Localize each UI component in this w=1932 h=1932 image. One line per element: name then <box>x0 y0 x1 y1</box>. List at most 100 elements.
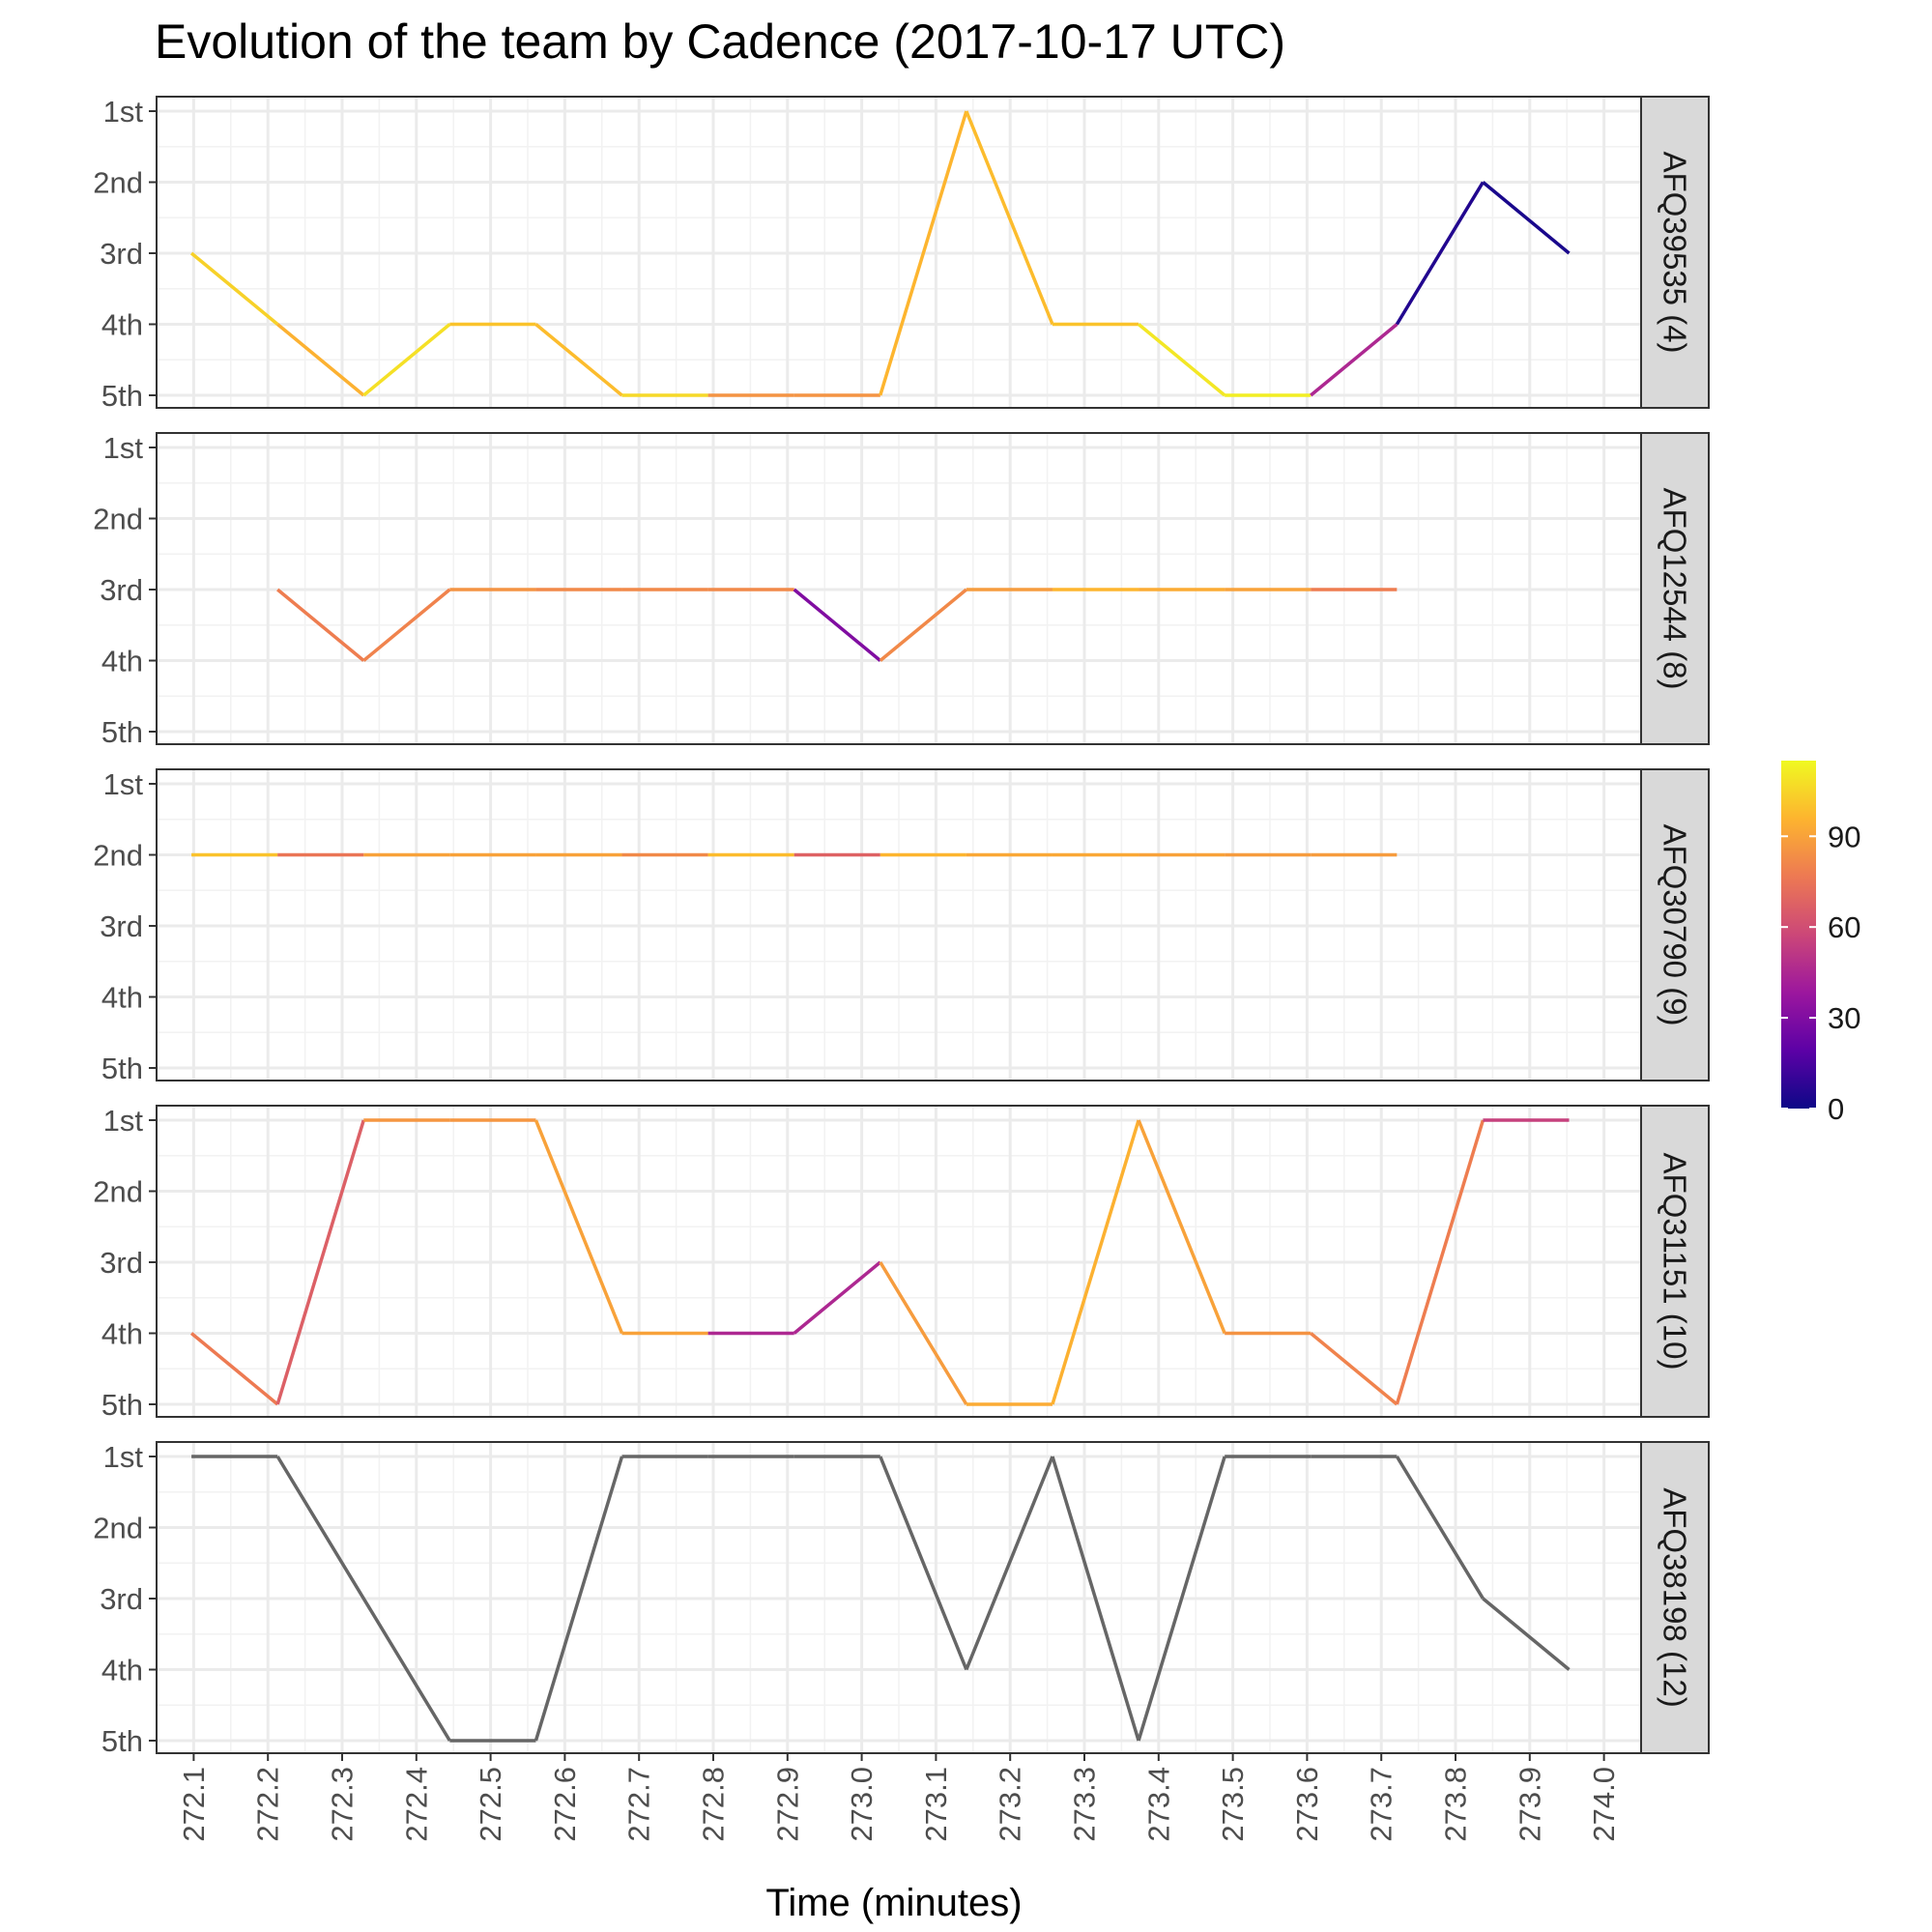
facet-label: AFQ38198 (12) <box>1658 1487 1693 1707</box>
y-tick-label: 3rd <box>100 573 143 607</box>
facet-label: AFQ31151 (10) <box>1658 1152 1693 1370</box>
y-tick-label: 2nd <box>93 839 143 873</box>
series-line-segment <box>1137 323 1226 397</box>
series-line-segment <box>275 1119 365 1405</box>
series-line-segment <box>276 323 365 397</box>
y-tick-label: 5th <box>101 1724 143 1758</box>
x-tick-label: 273.5 <box>1216 1767 1250 1842</box>
series-line-segment <box>1310 323 1399 397</box>
x-tick-label: 274.0 <box>1587 1767 1621 1842</box>
facet-strip <box>1640 1441 1710 1754</box>
facet-strip <box>1640 96 1710 409</box>
x-tick-label: 272.1 <box>177 1767 211 1842</box>
series-line-segment <box>1482 1597 1571 1671</box>
series-line-segment <box>533 1119 624 1335</box>
x-tick-label: 272.6 <box>548 1767 582 1842</box>
y-tick-label: 3rd <box>100 909 143 943</box>
y-tick-label: 5th <box>101 1388 143 1422</box>
series-line-segment <box>189 251 279 326</box>
y-tick-label: 2nd <box>93 503 143 536</box>
x-tick-label: 273.2 <box>994 1767 1027 1842</box>
x-tick-label: 272.4 <box>399 1767 433 1842</box>
x-tick-label: 272.5 <box>474 1767 507 1842</box>
facet-strip <box>1640 1105 1710 1418</box>
series-line-segment <box>879 1456 968 1671</box>
y-tick-label: 3rd <box>100 1246 143 1280</box>
series-line-segment <box>276 588 365 662</box>
x-tick-label: 273.8 <box>1439 1767 1473 1842</box>
x-tick-label: 273.3 <box>1068 1767 1102 1842</box>
y-tick-label: 4th <box>101 981 143 1015</box>
series-line-segment <box>1137 1456 1226 1742</box>
x-axis-title: Time (minutes) <box>765 1882 1022 1924</box>
legend-tick-label: 90 <box>1828 820 1860 853</box>
series-line-segment <box>362 588 451 662</box>
x-tick-label: 273.1 <box>919 1767 953 1842</box>
series-line-segment <box>533 1456 624 1742</box>
facet-panel: 1st 2nd 3rd 4th 5th AFQ30790 (9) <box>93 767 1710 1085</box>
x-tick-label: 273.6 <box>1290 1767 1324 1842</box>
facet-label: AFQ39535 (4) <box>1658 151 1693 353</box>
x-tick-label: 272.9 <box>770 1767 804 1842</box>
series-line-segment <box>793 1260 881 1335</box>
y-tick-label: 4th <box>101 308 143 342</box>
y-tick-label: 1st <box>103 1440 144 1474</box>
facet-panel: 1st 2nd 3rd 4th 5th AFQ12544 (8) <box>93 431 1710 749</box>
x-tick-label: 272.2 <box>251 1767 285 1842</box>
facet-strip <box>1640 432 1710 745</box>
legend-colorbar <box>1781 761 1816 1109</box>
y-tick-label: 2nd <box>93 1175 143 1209</box>
y-tick-label: 1st <box>103 95 144 129</box>
y-tick-label: 5th <box>101 1052 143 1085</box>
legend-tick-label: 0 <box>1828 1092 1844 1126</box>
series-line-segment <box>534 323 623 397</box>
y-tick-label: 1st <box>103 767 144 801</box>
legend-tick-label: 30 <box>1828 1001 1860 1035</box>
y-tick-label: 1st <box>103 1104 144 1138</box>
y-tick-label: 4th <box>101 1654 143 1687</box>
x-tick-label: 273.4 <box>1141 1767 1175 1842</box>
color-legend: 0 30 60 90 <box>1781 761 1860 1126</box>
chart-title: Evolution of the team by Cadence (2017-1… <box>155 14 1285 69</box>
facet-panel: 1st 2nd 3rd 4th 5th AFQ31151 (10) <box>93 1104 1710 1422</box>
series-line-segment <box>1137 1119 1226 1335</box>
series-line-segment <box>1395 1119 1485 1405</box>
y-tick-label: 4th <box>101 645 143 678</box>
x-tick-label: 272.3 <box>326 1767 360 1842</box>
series-line-segment <box>965 1456 1054 1671</box>
facet-panels: 1st 2nd 3rd 4th 5th AFQ39535 (4) 1st 2nd 3rd 4th 5… <box>93 95 1710 1758</box>
series-line-segment <box>275 1456 451 1742</box>
y-tick-label: 5th <box>101 379 143 413</box>
y-tick-label: 3rd <box>100 1582 143 1616</box>
x-tick-label: 273.0 <box>845 1767 879 1842</box>
facet-label: AFQ30790 (9) <box>1658 823 1693 1025</box>
y-tick-label: 4th <box>101 1317 143 1351</box>
series-line-segment <box>1482 181 1571 255</box>
series-line-segment <box>879 588 968 662</box>
series-line-segment <box>1310 1332 1399 1406</box>
y-tick-label: 1st <box>103 431 144 465</box>
x-tick-label: 272.7 <box>622 1767 656 1842</box>
series-line-segment <box>1051 1119 1140 1405</box>
x-tick-label: 273.9 <box>1513 1767 1546 1842</box>
series-line-segment <box>1395 181 1485 326</box>
x-axis: 272.1 272.2 272.3 272.4 272.5 272.6 272.7 272.8… <box>177 1753 1621 1842</box>
series-line-segment <box>1395 1456 1485 1600</box>
series-line-segment <box>362 323 451 397</box>
facet-panel: 1st 2nd 3rd 4th 5th AFQ39535 (4) <box>93 95 1710 413</box>
facet-label: AFQ12544 (8) <box>1658 487 1693 689</box>
facet-strip <box>1640 768 1710 1081</box>
y-tick-label: 2nd <box>93 166 143 200</box>
series-line-segment <box>189 1332 279 1406</box>
series-line-segment <box>1051 1456 1140 1742</box>
series-line-segment <box>879 110 968 396</box>
y-tick-label: 3rd <box>100 237 143 271</box>
series-line-segment <box>879 1261 968 1405</box>
x-tick-label: 273.7 <box>1365 1767 1399 1842</box>
facet-panel: 1st 2nd 3rd 4th 5th AFQ38198 (12) <box>93 1440 1710 1758</box>
y-tick-label: 5th <box>101 715 143 749</box>
series-line-segment <box>793 588 881 662</box>
x-tick-label: 272.8 <box>697 1767 731 1842</box>
series-line-segment <box>965 110 1054 326</box>
